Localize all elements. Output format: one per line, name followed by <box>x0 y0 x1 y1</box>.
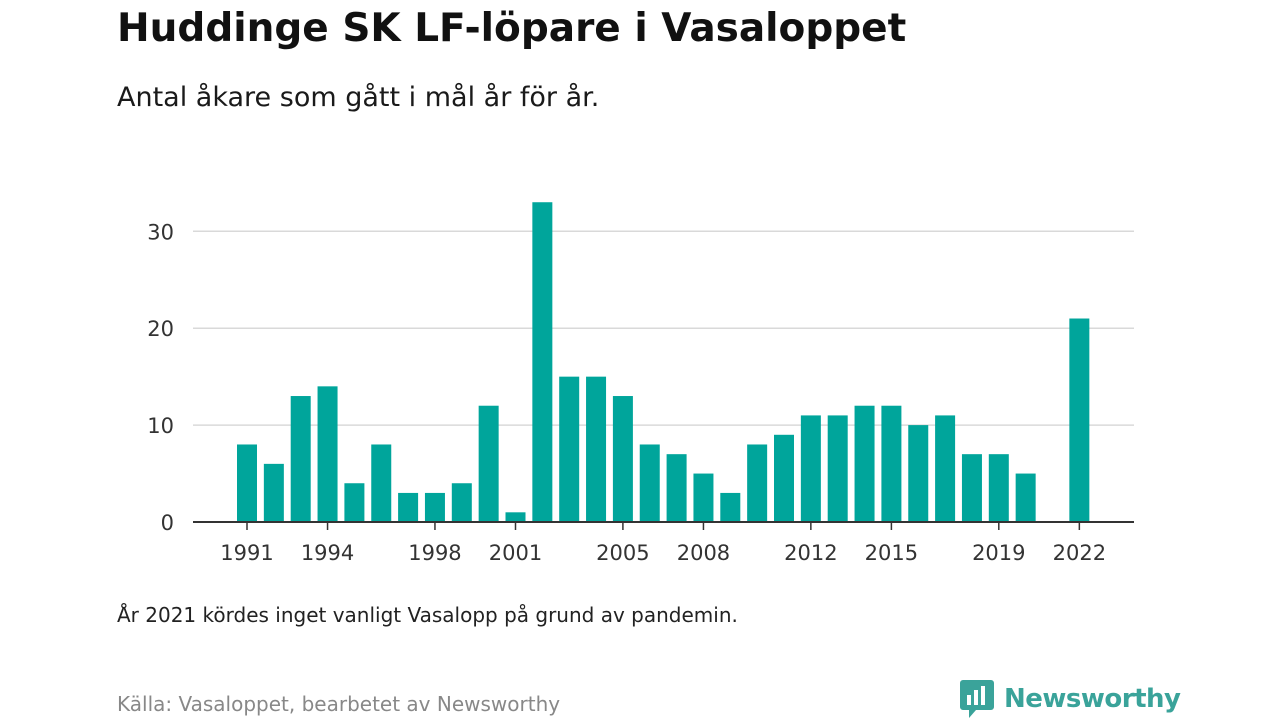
bar <box>935 415 956 522</box>
bar <box>451 483 472 522</box>
bar <box>612 396 633 522</box>
bar <box>344 483 365 522</box>
x-tick-label: 2012 <box>784 541 837 565</box>
y-tick-label: 0 <box>161 511 174 535</box>
bar <box>263 463 284 522</box>
x-tick-label: 2008 <box>677 541 730 565</box>
y-tick-label: 20 <box>147 317 174 341</box>
bar <box>961 454 982 522</box>
y-axis: 0 10 20 30 <box>147 220 174 535</box>
bar <box>586 376 607 522</box>
bar <box>774 434 794 522</box>
x-axis: 1991 1994 1998 2001 2005 2008 2012 2015 2019 2022 <box>193 521 1134 565</box>
bar <box>290 396 311 522</box>
bar <box>827 415 848 522</box>
x-tick-label: 1991 <box>220 541 273 565</box>
bar <box>237 444 257 522</box>
newsworthy-chart-bubble-icon <box>960 680 994 718</box>
source-text: Källa: Vasaloppet, bearbetet av Newswort… <box>117 692 561 716</box>
x-tick-label: 2005 <box>596 541 649 565</box>
bar <box>908 425 929 522</box>
y-tick-label: 10 <box>147 414 174 438</box>
chart-subtitle: Antal åkare som gått i mål år för år. <box>117 82 600 113</box>
bar <box>505 512 526 522</box>
y-tick-label: 30 <box>147 220 174 244</box>
x-tick-label: 1998 <box>408 541 461 565</box>
bar <box>747 444 768 522</box>
bar <box>881 405 902 522</box>
bar <box>800 415 821 522</box>
bar <box>478 405 499 522</box>
bar <box>371 444 392 522</box>
grid-lines <box>193 230 1134 426</box>
bar <box>424 492 445 522</box>
bar-chart: 1991 1994 1998 2001 2005 2008 2012 2015 2019 2022… <box>147 202 1134 565</box>
chart-title: Huddinge SK LF-löpare i Vasaloppet <box>117 6 907 51</box>
bar <box>398 492 419 522</box>
bar <box>720 492 741 522</box>
bar <box>693 473 714 522</box>
bar <box>532 202 553 523</box>
x-tick-label: 2015 <box>865 541 918 565</box>
bars <box>237 202 1090 523</box>
x-tick-label: 2019 <box>972 541 1025 565</box>
brand-logo[interactable]: Newsworthy <box>960 680 1181 718</box>
bar <box>988 454 1009 522</box>
x-tick-label: 2001 <box>489 541 542 565</box>
x-tick-label: 2022 <box>1053 541 1106 565</box>
brand-name: Newsworthy <box>1004 684 1181 714</box>
bar <box>639 444 660 522</box>
bar <box>666 454 687 522</box>
chart-note: År 2021 kördes inget vanligt Vasalopp på… <box>117 603 738 627</box>
bar <box>1069 318 1090 522</box>
bar <box>1015 473 1036 522</box>
bar <box>854 405 875 522</box>
x-tick-label: 1994 <box>301 541 354 565</box>
bar <box>317 386 338 522</box>
bar <box>559 376 580 522</box>
